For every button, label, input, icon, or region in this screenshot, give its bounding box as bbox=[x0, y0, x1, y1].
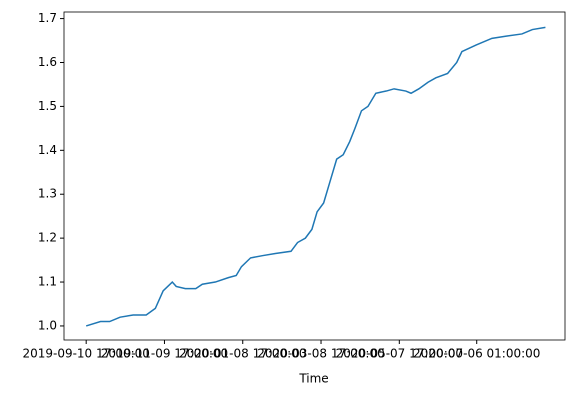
x-tick-label: 2019-11-09 17:00:00 bbox=[101, 347, 228, 361]
x-tick-label: 2020-07-06 01:00:00 bbox=[413, 347, 540, 361]
y-tick-label: 1.1 bbox=[38, 275, 57, 289]
y-tick-label: 1.2 bbox=[38, 231, 57, 245]
y-tick-label: 1.0 bbox=[38, 318, 57, 332]
x-tick-label: 2020-01-08 17:00:00 bbox=[179, 347, 306, 361]
x-tick-label: 2019-09-10 17:00:00 bbox=[22, 347, 149, 361]
y-tick-label: 1.5 bbox=[38, 99, 57, 113]
x-axis-label: Time bbox=[298, 372, 328, 386]
y-tick-label: 1.7 bbox=[38, 11, 57, 25]
line bbox=[85, 26, 546, 327]
y-tick-label: 1.4 bbox=[38, 143, 57, 157]
plot-frame bbox=[63, 11, 566, 341]
y-tick-label: 1.3 bbox=[38, 187, 57, 201]
x-tick-label: 2020-05-07 17:00:00 bbox=[336, 347, 463, 361]
x-tick-label: 2020-03-08 17:00:00 bbox=[257, 347, 384, 361]
y-tick-label: 1.6 bbox=[38, 55, 57, 69]
